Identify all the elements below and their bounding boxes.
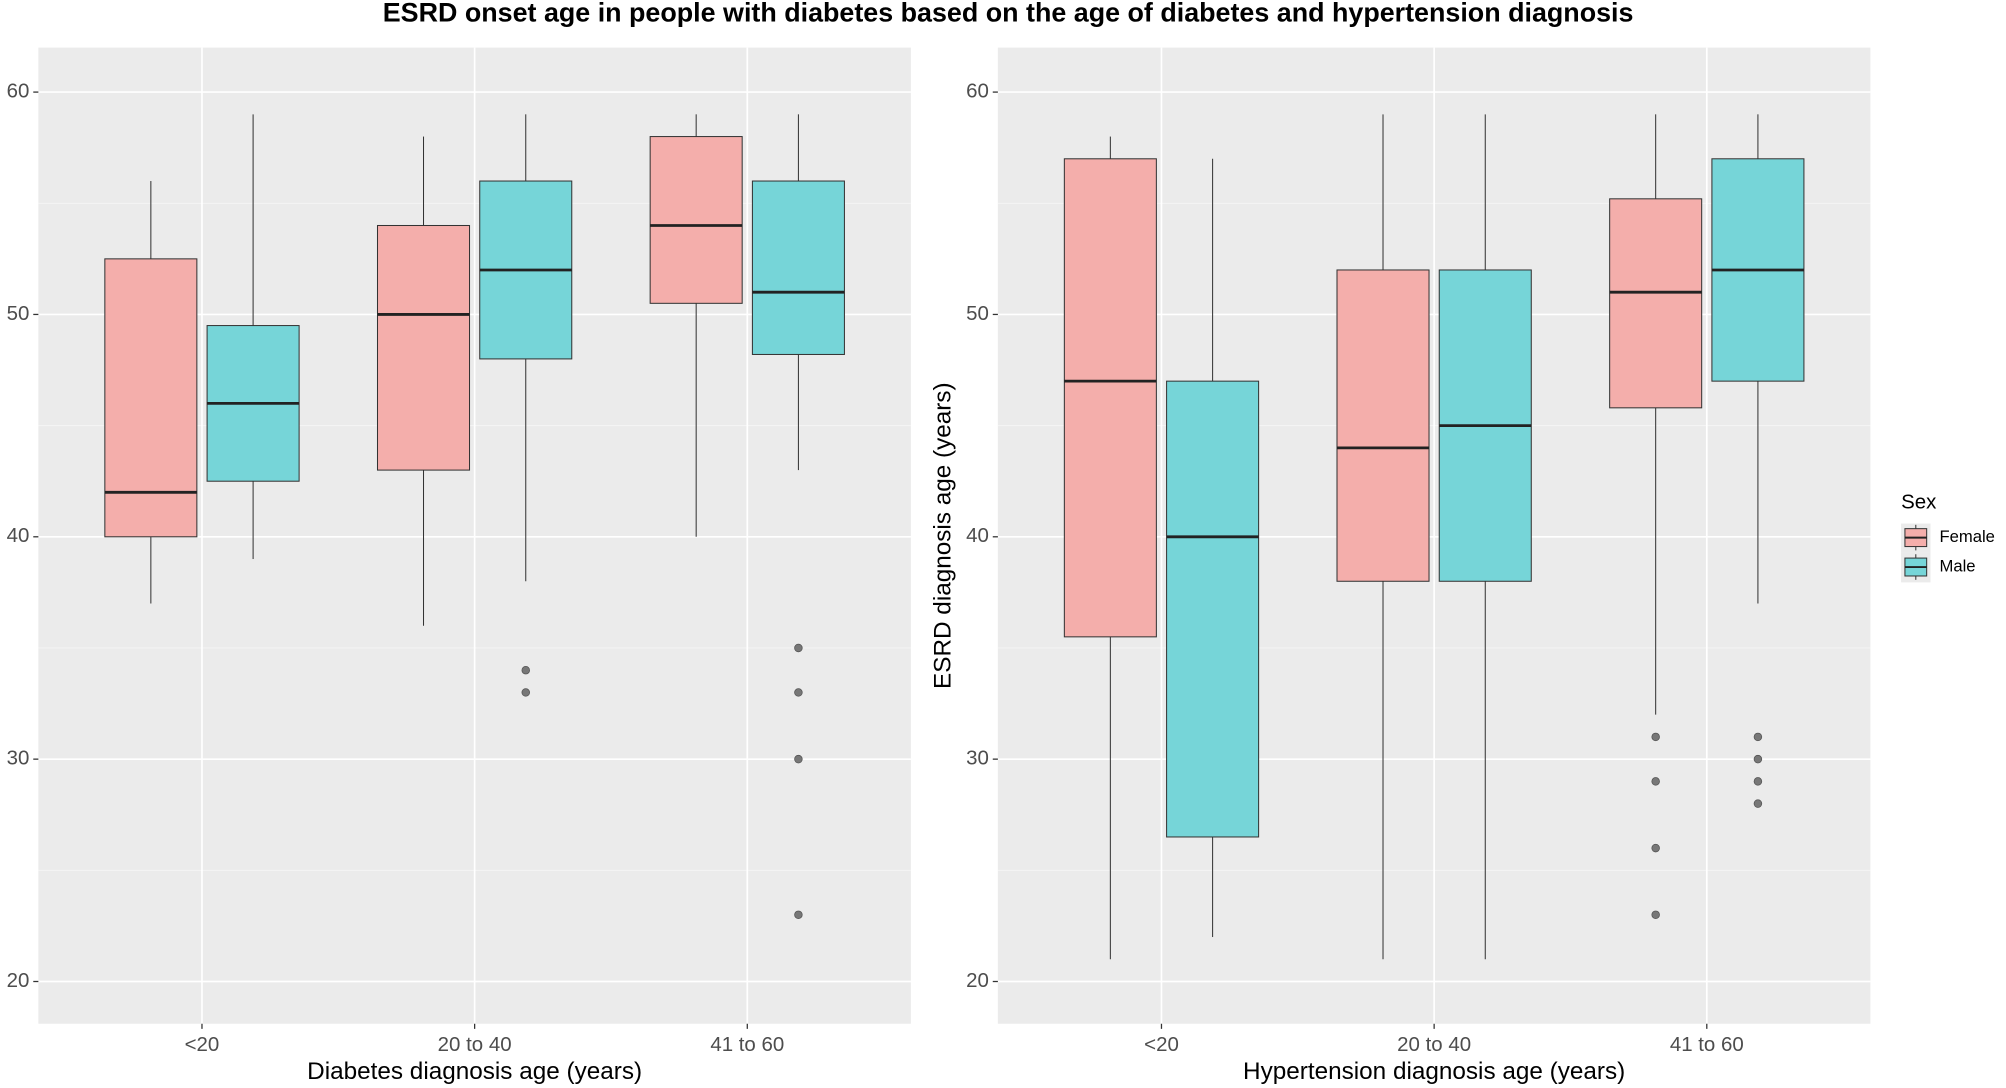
legend-title: Sex	[1901, 490, 1936, 513]
y-axis-title: ESRD diagnosis age (years)	[930, 382, 957, 689]
outlier	[1651, 777, 1660, 786]
outlier	[794, 643, 803, 653]
legend-label: Female	[1939, 527, 1994, 546]
box	[649, 136, 743, 304]
x-tick-label: 41 to 60	[1670, 1033, 1744, 1056]
outlier	[1753, 754, 1763, 764]
outlier	[1651, 910, 1660, 920]
y-tick-label: 30	[7, 747, 30, 770]
x-tick-label: 20 to 40	[438, 1033, 512, 1056]
x-tick-label: <20	[185, 1033, 220, 1056]
y-tick-label: 20	[7, 969, 30, 992]
outlier	[794, 754, 803, 764]
outlier	[794, 910, 803, 920]
y-tick-label: 50	[966, 302, 989, 325]
outlier	[794, 688, 803, 697]
outlier	[1753, 732, 1763, 742]
box	[1063, 158, 1157, 638]
box	[376, 224, 471, 471]
x-axis-title: Diabetes diagnosis age (years)	[307, 1058, 642, 1085]
outlier	[1753, 799, 1763, 808]
y-tick-label: 60	[7, 79, 30, 102]
x-tick-label: 41 to 60	[710, 1033, 784, 1056]
box	[751, 180, 845, 355]
outlier	[1651, 843, 1660, 853]
y-tick-label: 60	[966, 79, 989, 102]
box	[1336, 269, 1430, 582]
x-axis-title: Hypertension diagnosis age (years)	[1243, 1058, 1625, 1085]
outlier	[1753, 777, 1763, 786]
y-tick-label: 20	[966, 969, 989, 992]
y-tick-label: 30	[966, 747, 989, 770]
box	[1166, 380, 1260, 838]
outlier	[1651, 732, 1660, 742]
outlier	[521, 665, 530, 675]
box	[104, 258, 198, 538]
chart-title: ESRD onset age in people with diabetes b…	[383, 0, 1634, 27]
y-tick-label: 40	[966, 524, 989, 547]
y-tick-label: 40	[7, 524, 30, 547]
y-tick-label: 50	[7, 302, 30, 325]
outlier	[521, 688, 530, 697]
legend-label: Male	[1939, 556, 1975, 575]
box	[1609, 198, 1703, 409]
x-tick-label: <20	[1144, 1033, 1179, 1056]
x-tick-label: 20 to 40	[1397, 1033, 1471, 1056]
